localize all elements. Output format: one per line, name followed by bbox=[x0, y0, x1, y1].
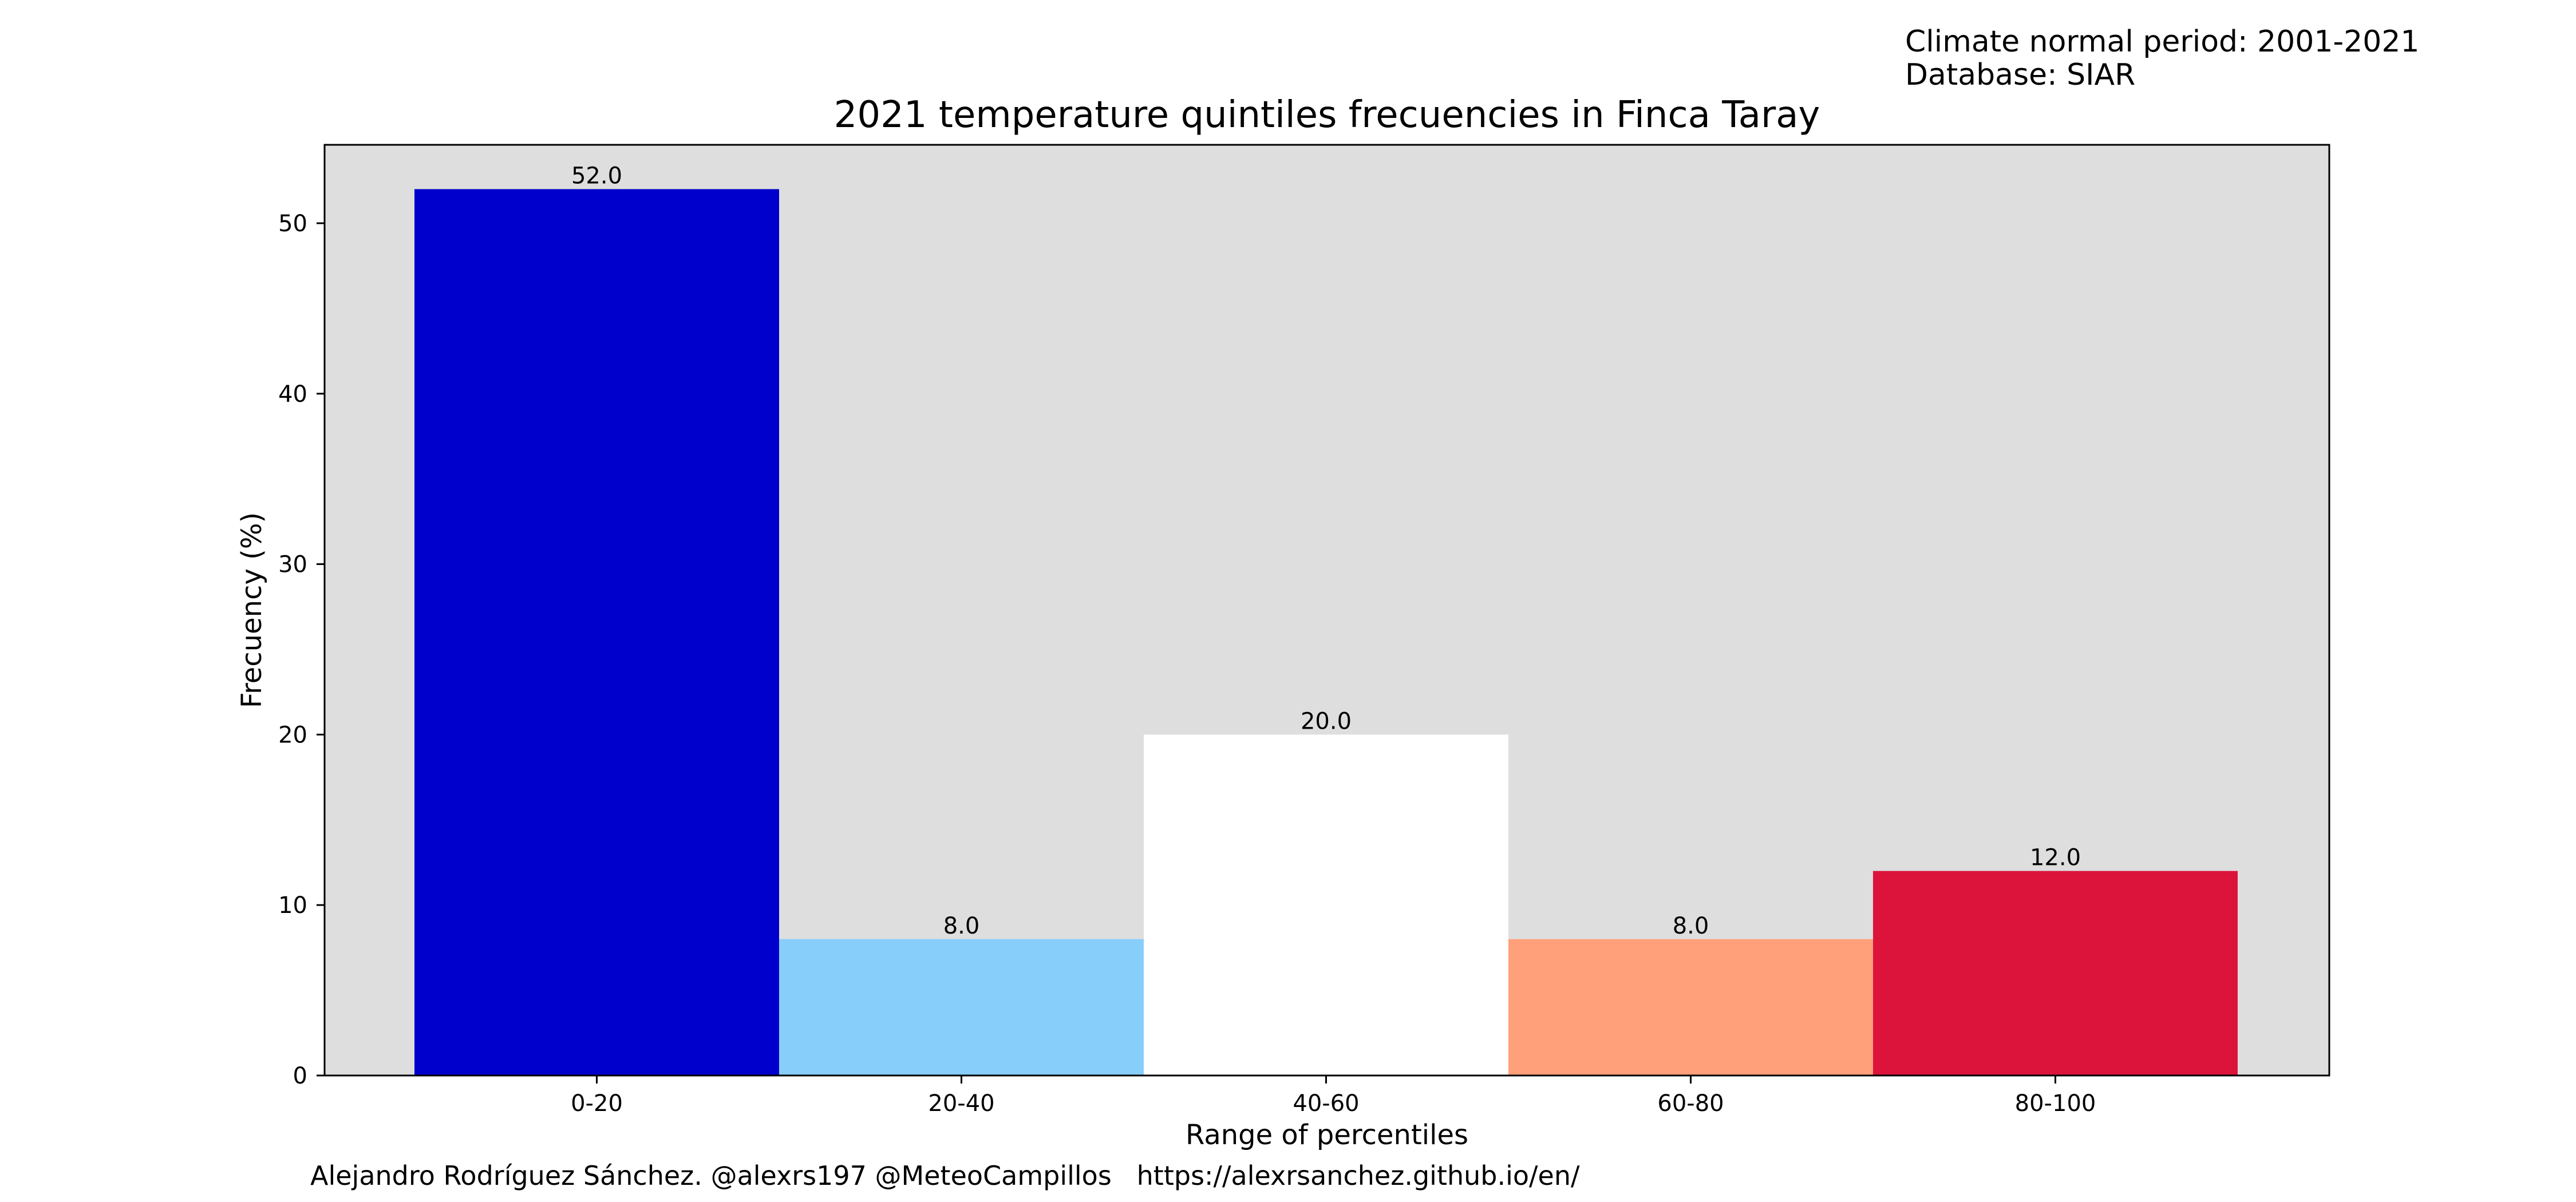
bar-0-20 bbox=[414, 189, 779, 1076]
y-tick-label: 20 bbox=[278, 722, 307, 748]
y-tick-label: 30 bbox=[278, 552, 307, 578]
header-note-database: Database: SIAR bbox=[1905, 58, 2135, 92]
y-tick-label: 50 bbox=[278, 211, 307, 237]
bar-80-100 bbox=[1873, 871, 2238, 1076]
bar-value-label: 8.0 bbox=[943, 913, 980, 939]
bar-value-label: 12.0 bbox=[2030, 845, 2081, 871]
x-tick-label: 20-40 bbox=[928, 1090, 994, 1117]
data-labels-group: 52.0 8.0 20.0 8.0 12.0 bbox=[571, 163, 2081, 939]
header-note-period: Climate normal period: 2001-2021 bbox=[1905, 25, 2420, 59]
x-tick-label: 60-80 bbox=[1657, 1090, 1724, 1117]
x-tick-label: 0-20 bbox=[571, 1090, 623, 1117]
bar-20-40 bbox=[779, 939, 1144, 1076]
bar-value-label: 20.0 bbox=[1301, 708, 1352, 734]
y-tick-label: 40 bbox=[278, 381, 307, 408]
bar-value-label: 8.0 bbox=[1673, 913, 1709, 939]
bars-group bbox=[414, 189, 2238, 1076]
y-tick-label: 0 bbox=[293, 1063, 307, 1089]
x-axis-label: Range of percentiles bbox=[1186, 1119, 1468, 1151]
y-axis-label: Frecuency (%) bbox=[236, 512, 268, 708]
y-tick-label: 10 bbox=[278, 892, 307, 919]
bar-40-60 bbox=[1144, 734, 1508, 1076]
bar-60-80 bbox=[1508, 939, 1873, 1076]
x-tick-label: 40-60 bbox=[1293, 1090, 1359, 1117]
y-axis: 0 10 20 30 40 50 bbox=[278, 211, 325, 1089]
bar-value-label: 52.0 bbox=[571, 163, 622, 189]
x-axis: 0-20 20-40 40-60 60-80 80-100 bbox=[571, 1076, 2096, 1117]
x-tick-label: 80-100 bbox=[2015, 1090, 2096, 1117]
footer-credit: Alejandro Rodríguez Sánchez. @alexrs197 … bbox=[310, 1160, 1580, 1191]
chart-title: 2021 temperature quintiles frecuencies i… bbox=[834, 94, 1820, 136]
